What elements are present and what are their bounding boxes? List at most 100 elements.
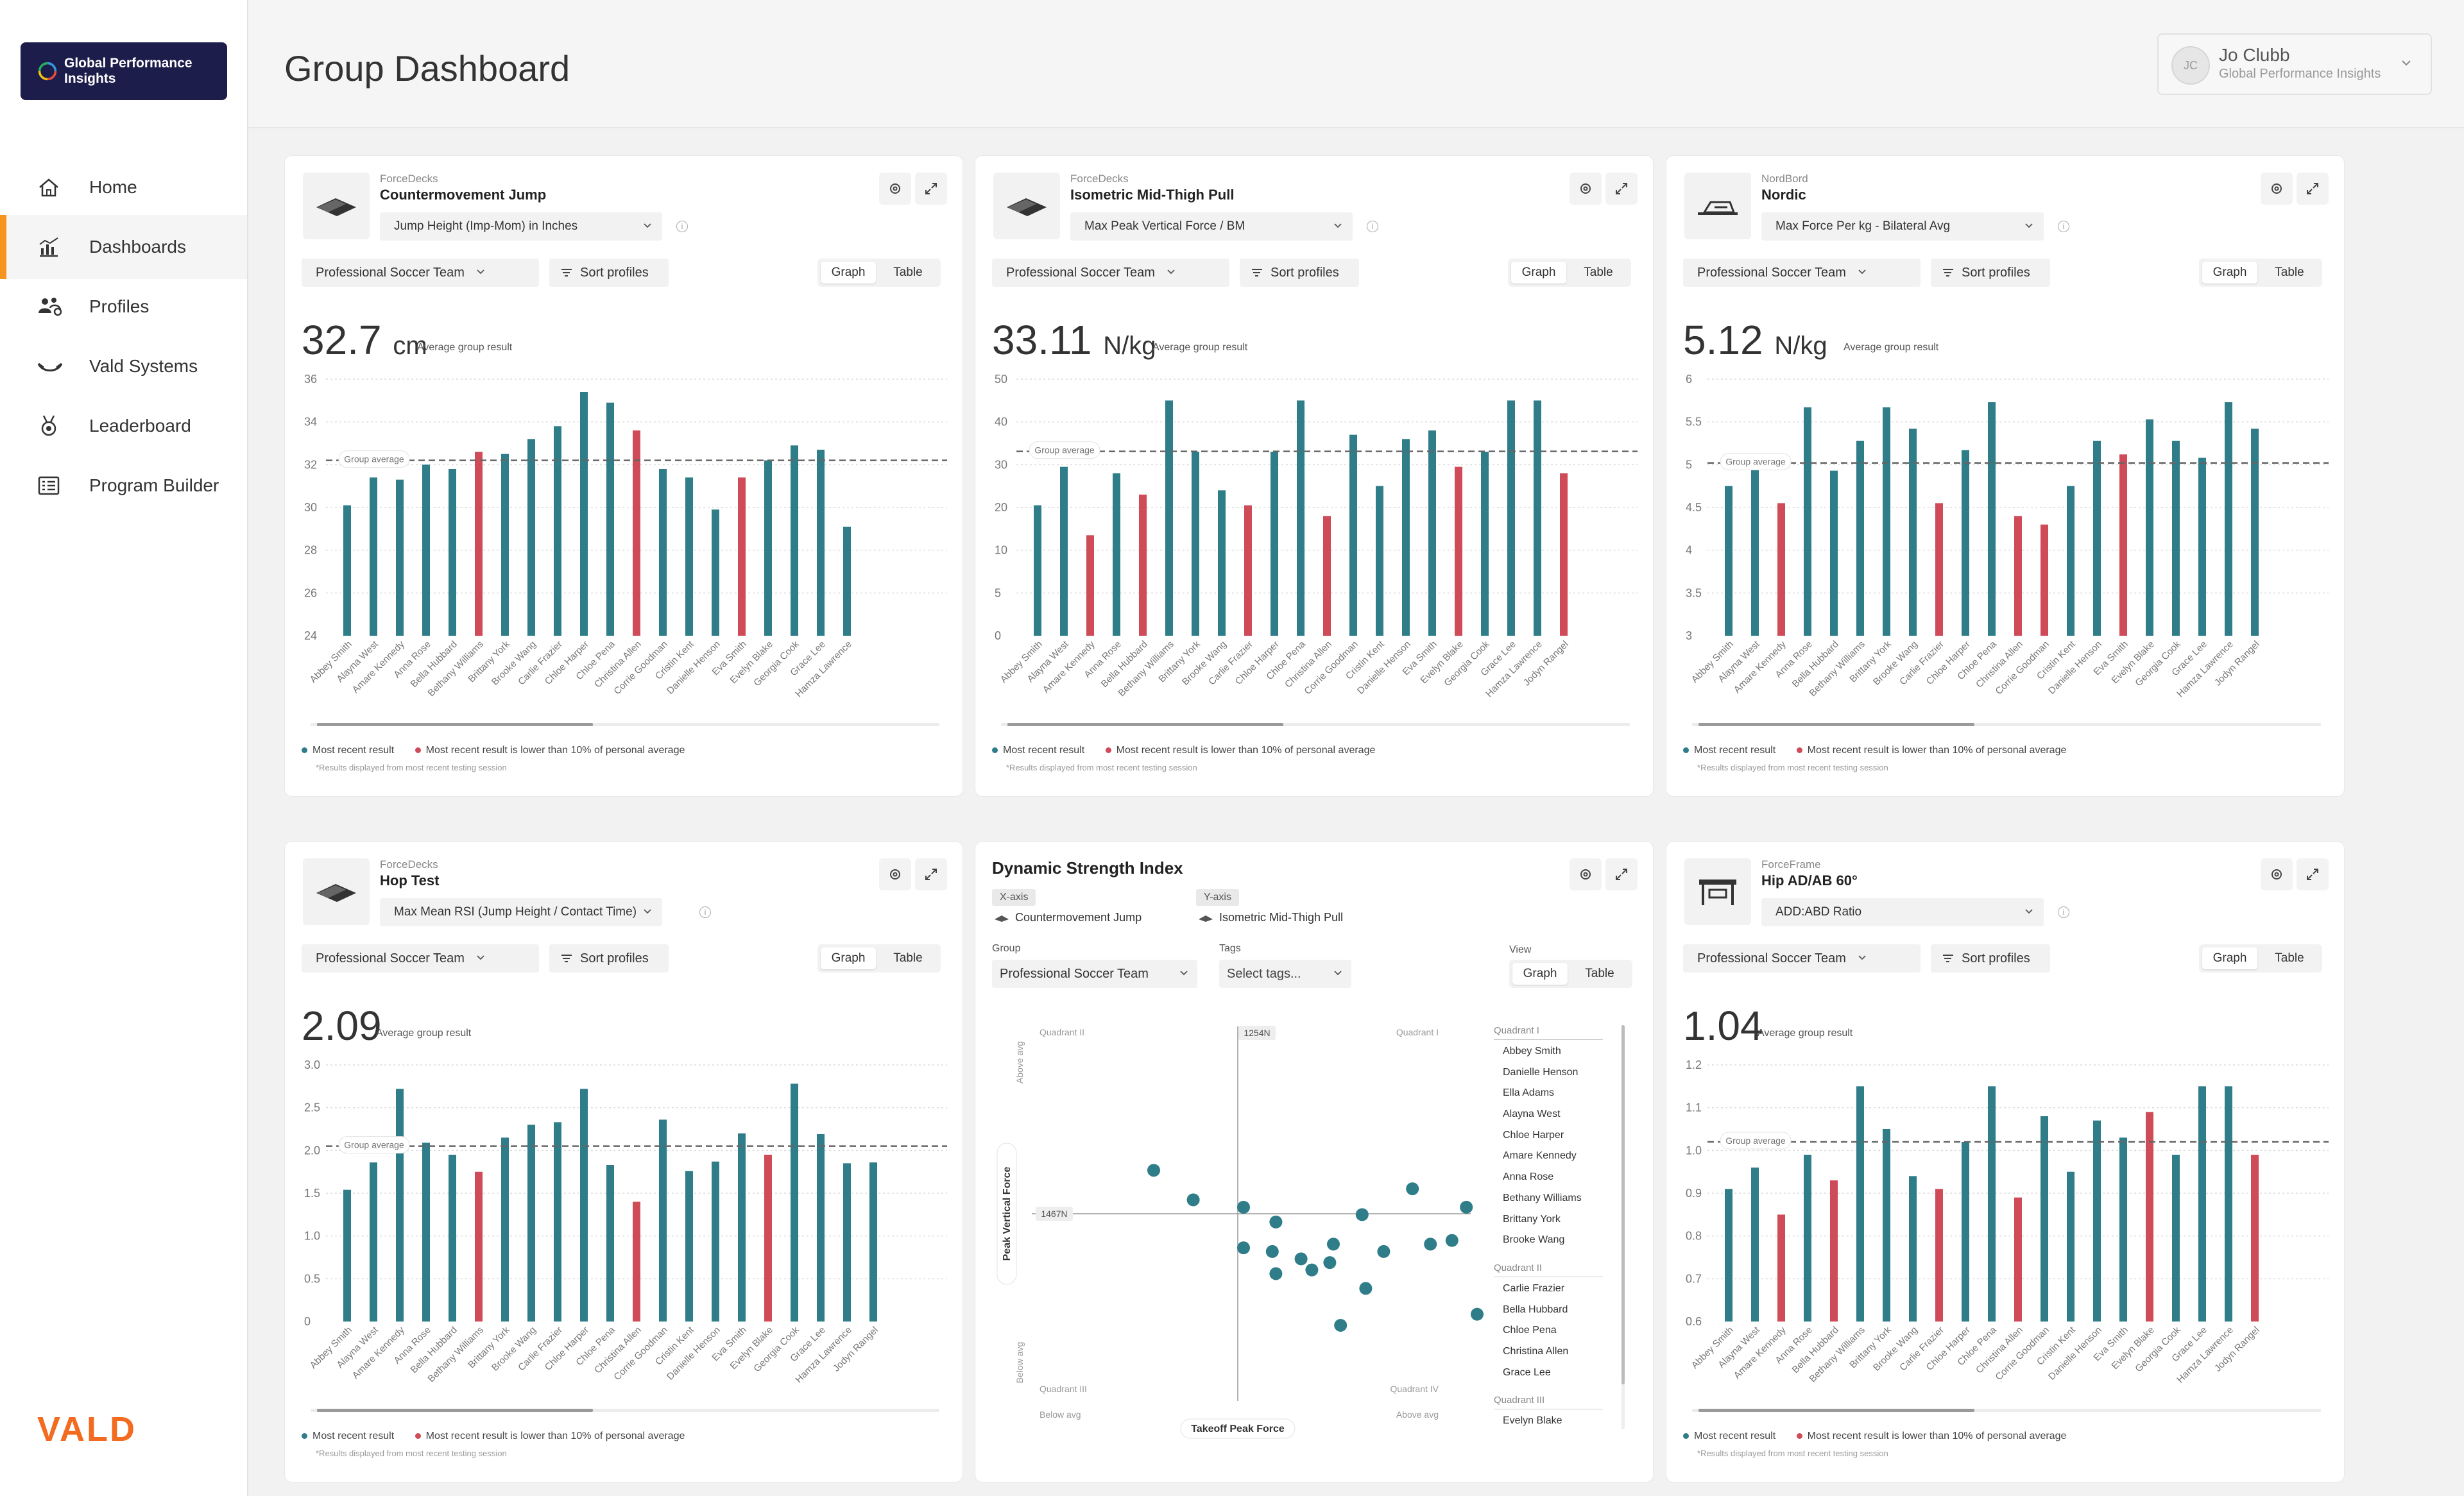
bar [2014, 516, 2022, 636]
bar [1777, 1214, 1785, 1322]
expand-button[interactable] [1605, 858, 1638, 890]
sort-profiles-button[interactable]: Sort profiles [1931, 259, 2050, 287]
legend-recent-label: Most recent result [1003, 745, 1085, 756]
group-select[interactable]: Professional Soccer Team [302, 259, 539, 287]
tags-select[interactable]: Select tags... [1219, 960, 1351, 988]
view-graph-button[interactable]: Graph [2202, 262, 2257, 284]
expand-button[interactable] [915, 173, 947, 205]
metric-select[interactable]: Max Peak Vertical Force / BM [1070, 212, 1353, 241]
expand-button[interactable] [2297, 858, 2329, 890]
expand-icon [925, 869, 937, 880]
list-item[interactable]: Grace Lee [1503, 1366, 1551, 1378]
settings-button[interactable] [879, 173, 911, 205]
settings-button[interactable] [1570, 858, 1602, 890]
list-item[interactable]: Brittany York [1503, 1213, 1561, 1225]
sort-profiles-button[interactable]: Sort profiles [549, 259, 669, 287]
view-table-button[interactable]: Table [1585, 967, 1614, 980]
bar [1507, 400, 1515, 636]
bar [606, 1165, 614, 1322]
group-select[interactable]: Professional Soccer Team [1683, 259, 1921, 287]
sort-profiles-button[interactable]: Sort profiles [1931, 944, 2050, 973]
sidebar-item-vald-systems[interactable]: Vald Systems [0, 334, 247, 398]
list-item[interactable]: Christina Allen [1503, 1345, 1569, 1357]
list-item[interactable]: Brooke Wang [1503, 1234, 1565, 1246]
group-select[interactable]: Professional Soccer Team [302, 944, 539, 973]
list-item[interactable]: Carlie Frazier [1503, 1282, 1565, 1294]
device-name: ForceFrame [1761, 858, 1821, 871]
chevron-down-icon [1167, 269, 1175, 275]
view-table-button[interactable]: Table [2275, 951, 2304, 965]
list-item[interactable]: Danielle Henson [1503, 1066, 1579, 1078]
list-item[interactable]: Chloe Pena [1503, 1325, 1557, 1336]
legend-recent-label: Most recent result [1694, 745, 1776, 756]
metric-select[interactable]: Jump Height (Imp-Mom) in Inches [380, 212, 662, 241]
sort-icon [561, 955, 572, 962]
legend-swatch-recent [302, 747, 307, 754]
view-table-button[interactable]: Table [1584, 266, 1613, 279]
view-graph-button[interactable]: Graph [2202, 948, 2257, 969]
bar [343, 1189, 351, 1322]
settings-button[interactable] [879, 858, 911, 890]
view-graph-button[interactable]: Graph [821, 948, 876, 969]
bar [449, 469, 456, 636]
quadrant-list-scroll-thumb[interactable] [1621, 1025, 1625, 1384]
expand-button[interactable] [1605, 173, 1638, 205]
bar [2146, 419, 2153, 636]
metric-select[interactable]: ADD:ABD Ratio [1761, 898, 2044, 926]
list-item[interactable]: Bethany Williams [1503, 1192, 1582, 1203]
settings-button[interactable] [2261, 173, 2293, 205]
bar [1777, 503, 1785, 636]
info-icon[interactable]: i [2058, 906, 2069, 918]
view-table-button[interactable]: Table [893, 266, 923, 279]
ref-x-tag [1238, 1026, 1276, 1040]
info-icon[interactable]: i [676, 221, 688, 232]
view-graph-button[interactable]: Graph [1511, 262, 1566, 284]
user-menu[interactable]: JC Jo Clubb Global Performance Insights [2157, 33, 2432, 95]
average-number: 5.12 [1683, 317, 1763, 363]
bar [1804, 1155, 1811, 1322]
info-icon[interactable]: i [2058, 221, 2069, 232]
sidebar-item-home[interactable]: Home [0, 155, 247, 219]
settings-button[interactable] [2261, 858, 2293, 890]
brand-logo[interactable]: Global Performance Insights [21, 42, 227, 100]
group-select[interactable]: Professional Soccer Team [1683, 944, 1921, 973]
list-item[interactable]: Amare Kennedy [1503, 1150, 1577, 1162]
view-graph-button[interactable]: Graph [821, 262, 876, 284]
brand-mark-icon [38, 62, 57, 81]
list-item[interactable]: Bella Hubbard [1503, 1304, 1568, 1315]
list-item[interactable]: Alayna West [1503, 1109, 1561, 1120]
group-select[interactable]: Professional Soccer Team [992, 259, 1229, 287]
sidebar-item-label: Profiles [89, 296, 150, 316]
list-item[interactable]: Anna Rose [1503, 1171, 1554, 1183]
chevron-down-icon [644, 223, 651, 228]
group-average-label: Group average [1034, 445, 1095, 455]
list-item[interactable]: Evelyn Blake [1503, 1415, 1562, 1427]
gear-icon [2272, 183, 2282, 194]
sidebar-item-profiles[interactable]: Profiles [0, 275, 247, 339]
bar [1165, 400, 1173, 636]
view-graph-button[interactable]: Graph [1512, 963, 1568, 985]
info-icon[interactable]: i [699, 906, 711, 918]
bar [501, 1137, 509, 1322]
chart-legend: Most recent result Most recent result is… [1683, 745, 2066, 756]
info-icon[interactable]: i [1367, 221, 1378, 232]
bar [685, 1171, 693, 1322]
bar [1988, 402, 1996, 636]
sort-profiles-button[interactable]: Sort profiles [549, 944, 669, 973]
list-item[interactable]: Chloe Harper [1503, 1129, 1564, 1141]
sort-profiles-button[interactable]: Sort profiles [1240, 259, 1359, 287]
metric-select[interactable]: Max Mean RSI (Jump Height / Contact Time… [380, 898, 662, 926]
expand-button[interactable] [2297, 173, 2329, 205]
settings-button[interactable] [1570, 173, 1602, 205]
chart-scroll-thumb [1007, 723, 1283, 726]
sidebar-item-program-builder[interactable]: Program Builder [0, 454, 247, 518]
group-select[interactable]: Professional Soccer Team [992, 960, 1197, 988]
view-table-button[interactable]: Table [2275, 266, 2304, 279]
metric-select[interactable]: Max Force Per kg - Bilateral Avg [1761, 212, 2044, 241]
list-item[interactable]: Abbey Smith [1503, 1046, 1561, 1057]
sidebar-item-leaderboard[interactable]: Leaderboard [0, 394, 247, 458]
expand-button[interactable] [915, 858, 947, 890]
list-item[interactable]: Ella Adams [1503, 1087, 1555, 1099]
view-table-button[interactable]: Table [893, 951, 923, 965]
sidebar-item-dashboards[interactable]: Dashboards [0, 215, 247, 279]
